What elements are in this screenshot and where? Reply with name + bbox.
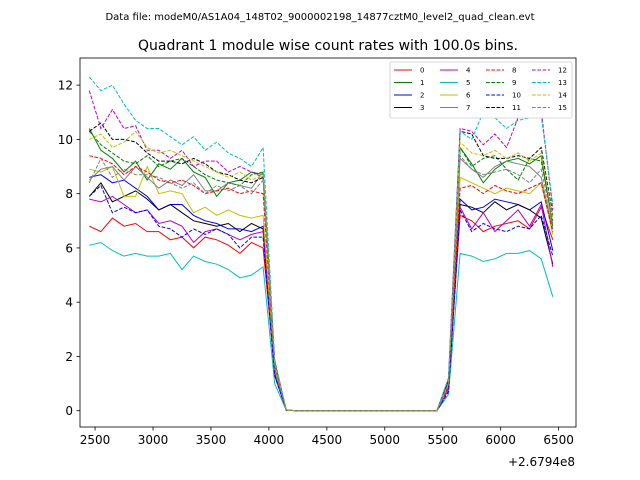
y-tick-label: 0 bbox=[65, 404, 73, 418]
legend-label-1: 1 bbox=[420, 79, 424, 87]
y-tick-label: 4 bbox=[65, 296, 73, 310]
y-tick-label: 12 bbox=[58, 79, 73, 93]
x-axis: 2500 3000 3500 4000 4500 5000 5500 6000 6500 bbox=[80, 427, 574, 447]
x-tick-label: 4500 bbox=[312, 433, 343, 447]
y-tick-label: 8 bbox=[65, 187, 73, 201]
y-tick-label: 2 bbox=[65, 350, 73, 364]
legend-label-9: 9 bbox=[512, 79, 516, 87]
legend-label-4: 4 bbox=[466, 67, 471, 75]
legend-label-12: 12 bbox=[558, 67, 567, 75]
y-tick-label: 10 bbox=[58, 133, 73, 147]
x-offset-label: +2.6794e8 bbox=[508, 455, 575, 469]
x-tick-label: 5500 bbox=[427, 433, 458, 447]
x-tick-label: 6500 bbox=[543, 433, 574, 447]
legend-label-3: 3 bbox=[420, 104, 424, 112]
legend-label-14: 14 bbox=[558, 92, 567, 100]
x-tick-label: 5000 bbox=[370, 433, 401, 447]
plot-area bbox=[79, 57, 577, 428]
legend-box bbox=[389, 61, 573, 119]
legend-label-2: 2 bbox=[420, 92, 424, 100]
series-line-14 bbox=[89, 130, 554, 412]
series-line-15 bbox=[88, 154, 554, 412]
legend-label-0: 0 bbox=[420, 67, 424, 75]
legend-label-11: 11 bbox=[512, 104, 521, 112]
y-axis: 0 2 4 6 8 10 12 bbox=[58, 79, 80, 418]
x-tick-label: 2500 bbox=[80, 433, 111, 447]
legend-label-8: 8 bbox=[512, 67, 516, 75]
x-tick-label: 3000 bbox=[138, 433, 169, 447]
legend-label-6: 6 bbox=[466, 92, 471, 100]
legend-label-13: 13 bbox=[558, 79, 567, 87]
series-layer bbox=[88, 76, 554, 412]
x-tick-label: 3500 bbox=[196, 433, 227, 447]
x-tick-label: 6000 bbox=[485, 433, 516, 447]
axes-frame bbox=[79, 57, 577, 428]
legend-label-10: 10 bbox=[512, 92, 521, 100]
y-tick-label: 6 bbox=[65, 241, 73, 255]
chart-title: Quadrant 1 module wise count rates with … bbox=[138, 38, 518, 54]
legend-label-5: 5 bbox=[466, 79, 470, 87]
legend-label-7: 7 bbox=[466, 104, 470, 112]
legend-label-15: 15 bbox=[558, 104, 567, 112]
x-tick-label: 4000 bbox=[254, 433, 285, 447]
suptitle: Data file: modeM0/AS1A04_148T02_90000021… bbox=[105, 12, 534, 23]
